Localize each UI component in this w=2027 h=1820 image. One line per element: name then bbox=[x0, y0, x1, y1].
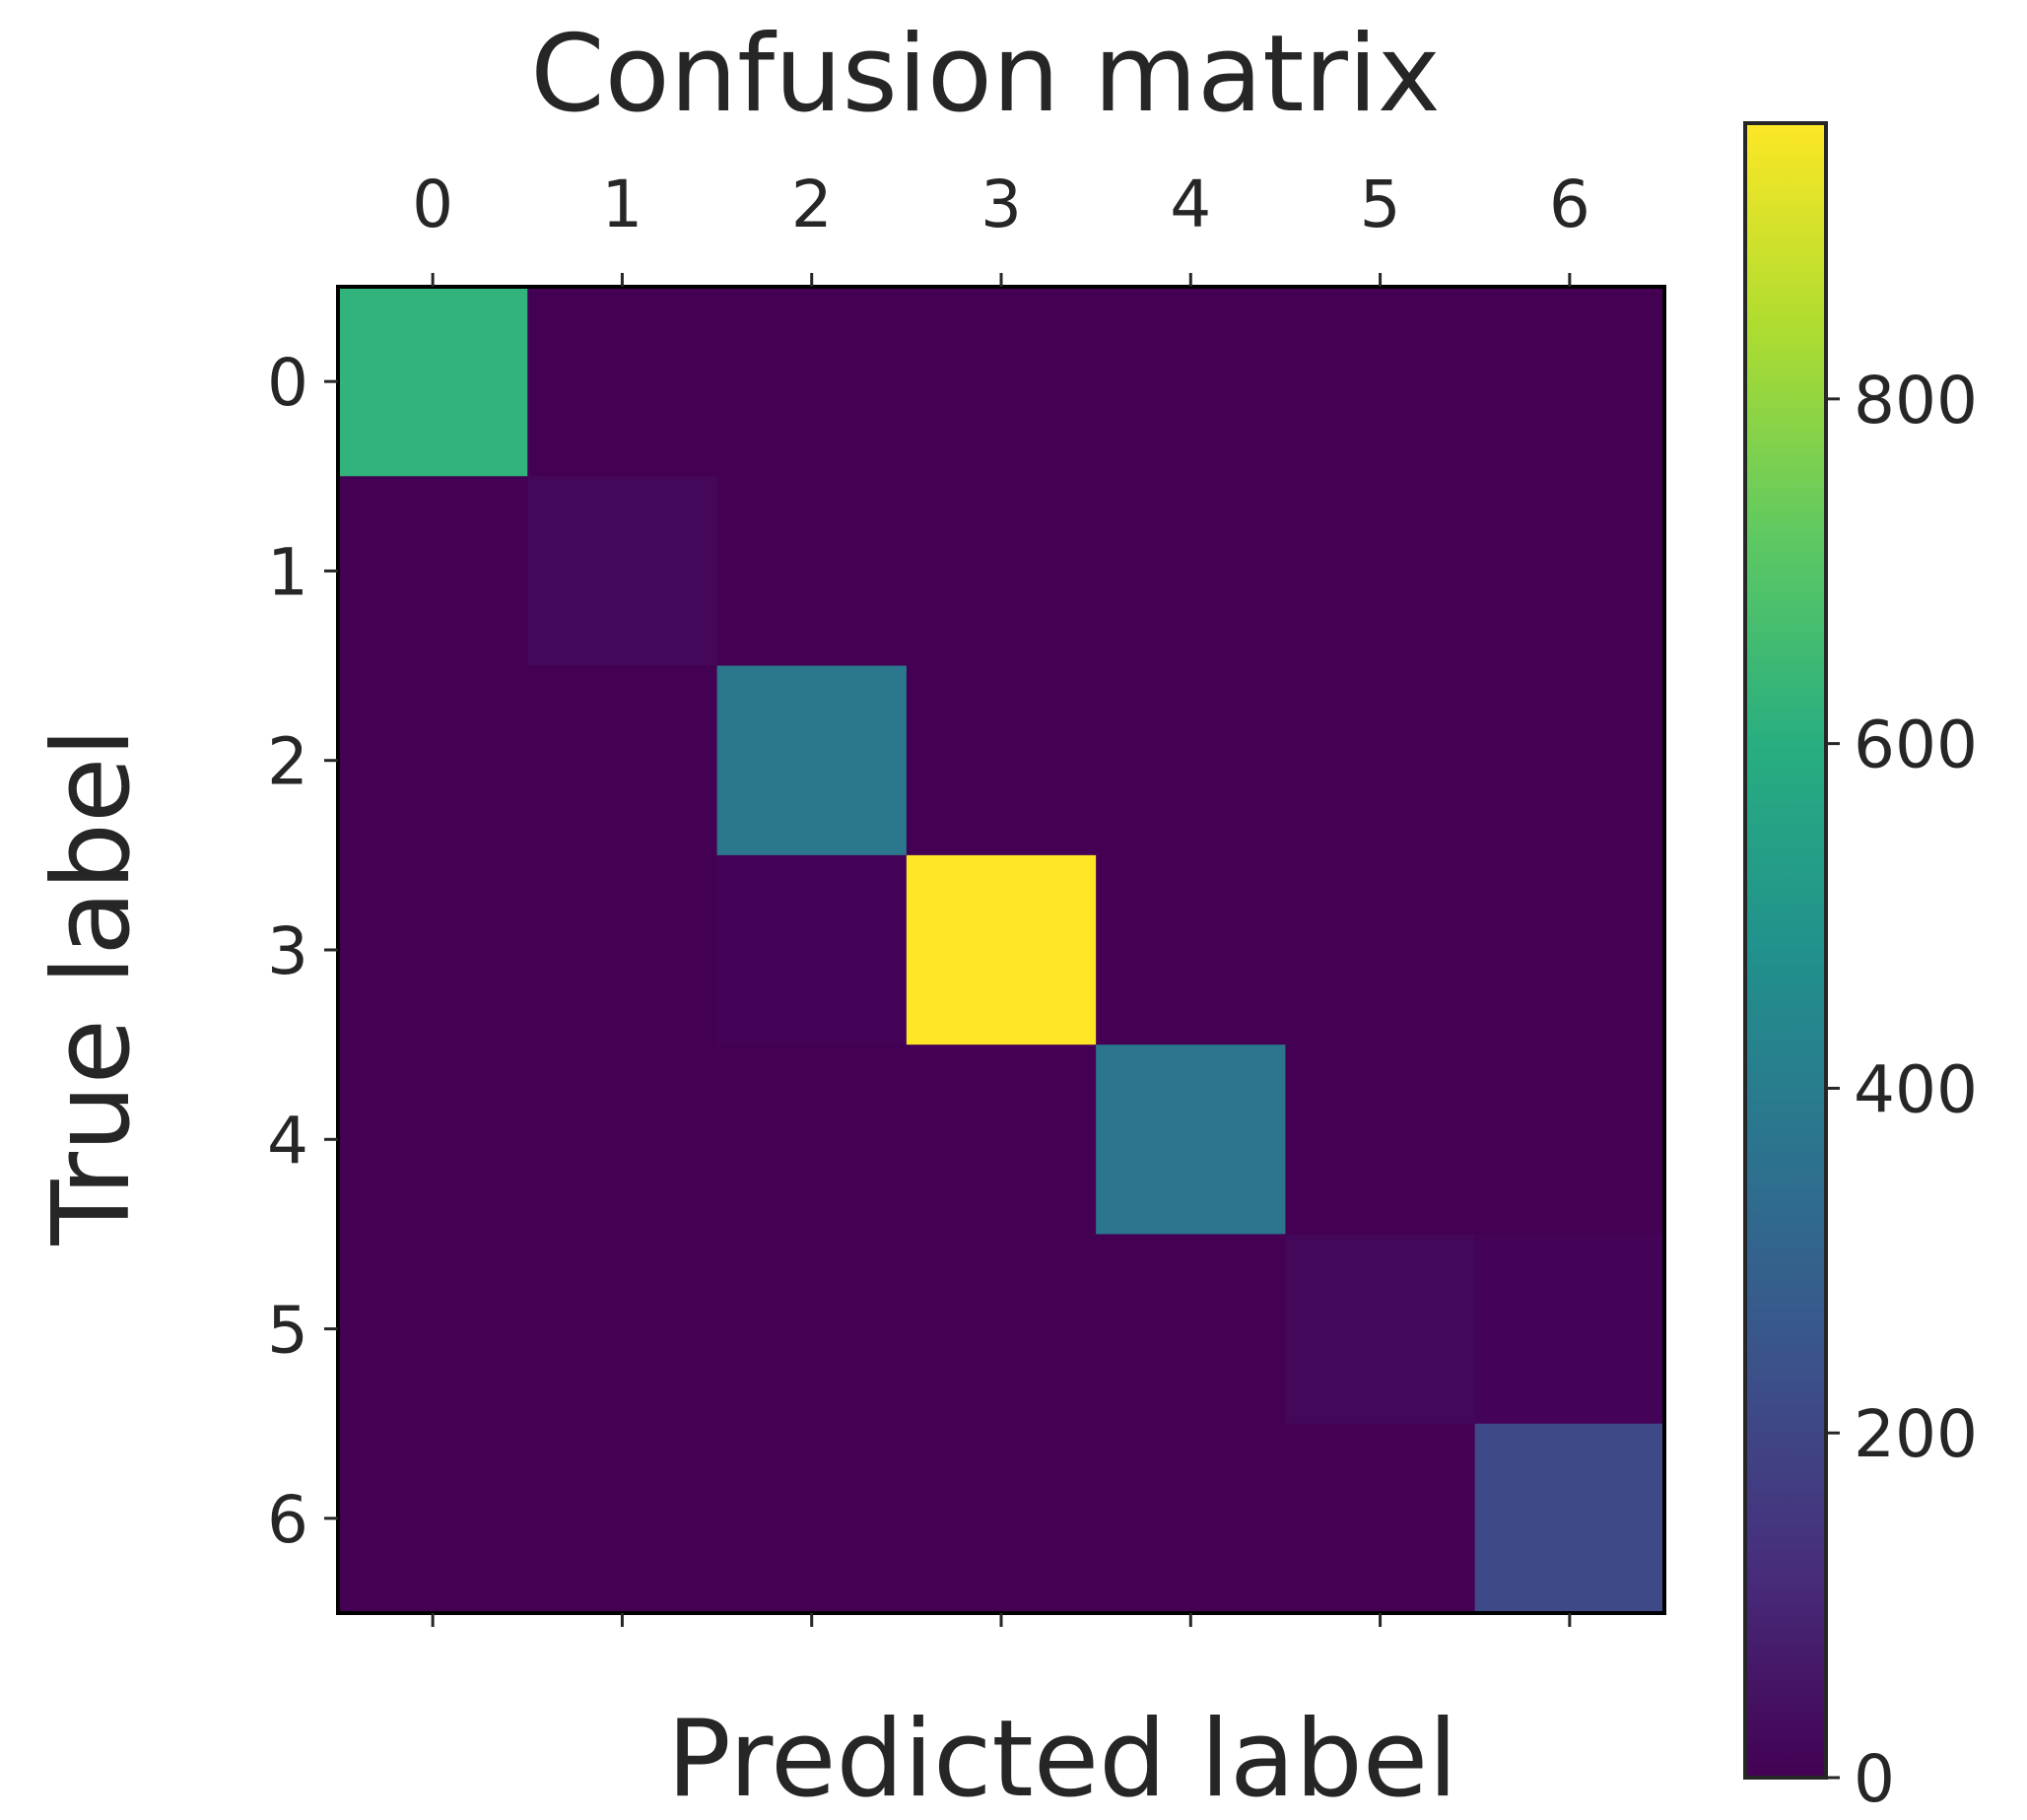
cell-r2-c6 bbox=[1474, 665, 1665, 856]
colorbar-ticks: 0 200 400 600 800 bbox=[1826, 363, 1978, 1817]
cell-r4-c6 bbox=[1474, 1045, 1665, 1235]
cell-r5-c4 bbox=[1096, 1234, 1286, 1425]
cell-r1-c0 bbox=[338, 476, 528, 667]
cell-r1-c3 bbox=[906, 476, 1097, 667]
cell-r1-c5 bbox=[1285, 476, 1476, 667]
cell-r6-c2 bbox=[716, 1423, 908, 1614]
cell-r6-c4 bbox=[1096, 1423, 1286, 1614]
y-tick-label: 6 bbox=[267, 1482, 308, 1558]
colorbar-tick-label: 800 bbox=[1854, 363, 1978, 438]
matrix-cells bbox=[338, 287, 1665, 1614]
x-tick-label: 3 bbox=[980, 167, 1022, 242]
cell-r1-c1 bbox=[527, 476, 718, 667]
cell-r5-c0 bbox=[338, 1234, 528, 1425]
cell-r4-c1 bbox=[527, 1045, 718, 1235]
cell-r6-c6 bbox=[1474, 1423, 1665, 1614]
cell-r5-c5 bbox=[1285, 1234, 1476, 1425]
y-tick-label: 0 bbox=[267, 345, 308, 421]
cell-r3-c6 bbox=[1474, 854, 1665, 1045]
cell-r0-c1 bbox=[527, 287, 718, 477]
x-tick-label: 4 bbox=[1170, 167, 1211, 242]
colorbar-tick-label: 200 bbox=[1854, 1396, 1978, 1472]
cell-r2-c2 bbox=[716, 665, 908, 856]
cell-r4-c5 bbox=[1285, 1045, 1476, 1235]
cell-r0-c4 bbox=[1096, 287, 1286, 477]
x-tick-label: 2 bbox=[791, 167, 833, 242]
colorbar-tick-label: 400 bbox=[1854, 1051, 1978, 1127]
cell-r2-c4 bbox=[1096, 665, 1286, 856]
colorbar-tick-label: 0 bbox=[1854, 1741, 1895, 1817]
x-axis-label: Predicted label bbox=[667, 1698, 1458, 1820]
cell-r6-c3 bbox=[906, 1423, 1097, 1614]
cell-r5-c6 bbox=[1474, 1234, 1665, 1425]
cell-r2-c0 bbox=[338, 665, 528, 856]
cell-r1-c2 bbox=[716, 476, 908, 667]
cell-r4-c2 bbox=[716, 1045, 908, 1235]
cell-r2-c5 bbox=[1285, 665, 1476, 856]
x-tick-label: 6 bbox=[1549, 167, 1590, 242]
cell-r3-c5 bbox=[1285, 854, 1476, 1045]
y-axis-label: True label bbox=[31, 728, 154, 1247]
x-tick-label: 5 bbox=[1360, 167, 1401, 242]
cell-r1-c4 bbox=[1096, 476, 1286, 667]
cell-r3-c4 bbox=[1096, 854, 1286, 1045]
x-tick-label: 1 bbox=[601, 167, 642, 242]
colorbar-tick-label: 600 bbox=[1854, 708, 1978, 783]
chart-title: Confusion matrix bbox=[530, 13, 1441, 136]
x-tick-label: 0 bbox=[412, 167, 453, 242]
cell-r4-c0 bbox=[338, 1045, 528, 1235]
cell-r3-c3 bbox=[906, 854, 1097, 1045]
cell-r2-c1 bbox=[527, 665, 718, 856]
cell-r3-c2 bbox=[716, 854, 908, 1045]
cell-r6-c1 bbox=[527, 1423, 718, 1614]
cell-r5-c3 bbox=[906, 1234, 1097, 1425]
cell-r6-c5 bbox=[1285, 1423, 1476, 1614]
y-tick-label: 2 bbox=[267, 724, 308, 800]
cell-r6-c0 bbox=[338, 1423, 528, 1614]
cell-r5-c1 bbox=[527, 1234, 718, 1425]
cell-r4-c3 bbox=[906, 1045, 1097, 1235]
cell-r3-c1 bbox=[527, 854, 718, 1045]
cell-r2-c3 bbox=[906, 665, 1097, 856]
colorbar bbox=[1743, 121, 1828, 1780]
y-tick-label: 4 bbox=[267, 1103, 308, 1179]
cell-r4-c4 bbox=[1096, 1045, 1286, 1235]
cell-r0-c3 bbox=[906, 287, 1097, 477]
x-axis-ticks: 0 1 2 3 4 5 6 bbox=[412, 167, 1590, 1627]
y-tick-label: 5 bbox=[267, 1293, 308, 1369]
cell-r0-c2 bbox=[716, 287, 908, 477]
cell-r0-c0 bbox=[338, 287, 528, 477]
cell-r0-c5 bbox=[1285, 287, 1476, 477]
y-tick-label: 1 bbox=[267, 534, 308, 610]
y-axis-ticks: 0 1 2 3 4 5 6 bbox=[267, 345, 338, 1558]
cell-r3-c0 bbox=[338, 854, 528, 1045]
y-tick-label: 3 bbox=[267, 913, 308, 989]
cell-r1-c6 bbox=[1474, 476, 1665, 667]
cell-r0-c6 bbox=[1474, 287, 1665, 477]
cell-r5-c2 bbox=[716, 1234, 908, 1425]
